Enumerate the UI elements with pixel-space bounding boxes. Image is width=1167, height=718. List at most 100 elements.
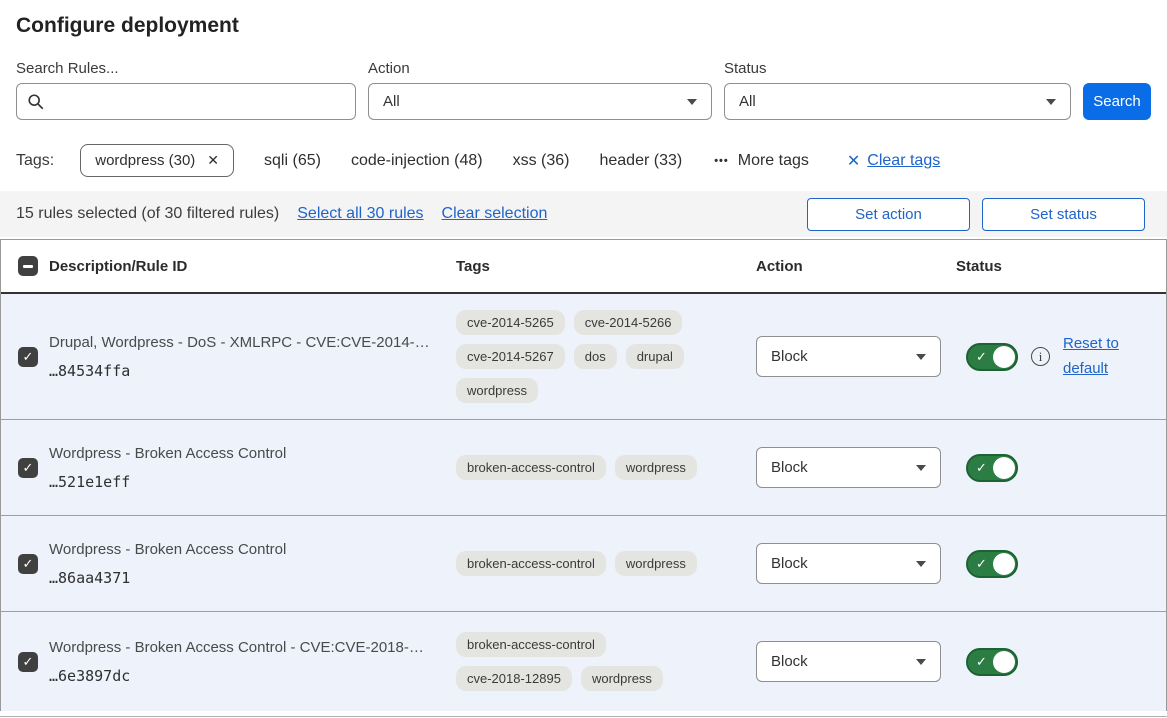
check-icon: ✓	[22, 349, 34, 364]
description-cell: Wordpress - Broken Access Control - CVE:…	[49, 639, 456, 685]
chevron-down-icon	[916, 353, 926, 360]
reset-to-default-link[interactable]: Reset to default	[1063, 334, 1119, 377]
rule-description: Wordpress - Broken Access Control	[49, 540, 287, 558]
rule-action-select[interactable]: Block	[756, 543, 941, 584]
minus-icon	[23, 264, 33, 268]
toggle-knob	[993, 650, 1015, 673]
status-cell: ✓	[956, 647, 1166, 676]
rule-action-value: Block	[771, 459, 808, 476]
description-cell: Drupal, Wordpress - DoS - XMLRPC - CVE:C…	[49, 334, 456, 380]
rule-id: …84534ffa	[49, 361, 131, 380]
action-filter-select[interactable]: All	[368, 83, 712, 120]
toggle-knob	[993, 345, 1015, 368]
tag-chip: cve-2014-5266	[573, 310, 683, 335]
clear-tags-label: Clear tags	[867, 151, 941, 169]
row-checkbox-checked[interactable]: ✓	[18, 651, 38, 672]
rule-action-select[interactable]: Block	[756, 641, 941, 682]
tag-xss[interactable]: xss (36)	[512, 151, 570, 169]
chevron-down-icon	[916, 560, 926, 567]
table-row: ✓ Wordpress - Broken Access Control …521…	[1, 419, 1166, 515]
table-row: ✓ Wordpress - Broken Access Control - CV…	[1, 611, 1166, 711]
set-action-button[interactable]: Set action	[807, 197, 970, 231]
selected-tag-wordpress[interactable]: wordpress (30) ✕	[80, 144, 235, 177]
toggle-check-icon: ✓	[976, 556, 987, 571]
select-all-checkbox-indeterminate[interactable]	[18, 256, 38, 276]
action-filter-value: All	[383, 93, 400, 110]
status-cell: ✓	[956, 549, 1166, 578]
more-tags-button[interactable]: ••• More tags	[714, 152, 809, 170]
check-icon: ✓	[22, 460, 34, 475]
clear-selection-link[interactable]: Clear selection	[441, 205, 548, 222]
description-cell: Wordpress - Broken Access Control …86aa4…	[49, 541, 456, 587]
toggle-check-icon: ✓	[976, 460, 987, 475]
tags-cell: broken-access-control wordpress	[456, 545, 708, 582]
search-button[interactable]: Search	[1083, 83, 1151, 120]
toggle-check-icon: ✓	[976, 654, 987, 669]
close-icon: ✕	[846, 152, 861, 170]
chevron-down-icon	[916, 658, 926, 665]
select-all-link[interactable]: Select all 30 rules	[297, 205, 424, 222]
search-rules-input[interactable]	[53, 93, 345, 110]
rule-description: Wordpress - Broken Access Control	[49, 444, 287, 462]
row-checkbox-checked[interactable]: ✓	[18, 457, 38, 478]
row-checkbox-checked[interactable]: ✓	[18, 346, 38, 367]
rule-enabled-toggle[interactable]: ✓	[966, 647, 1018, 676]
table-bottom-divider	[0, 716, 1167, 717]
tag-chip: broken-access-control	[456, 455, 606, 480]
table-row: ✓ Wordpress - Broken Access Control …86a…	[1, 515, 1166, 611]
status-cell: ✓	[956, 453, 1166, 482]
tag-chip: broken-access-control	[456, 632, 606, 657]
description-cell: Wordpress - Broken Access Control …521e1…	[49, 445, 456, 491]
clear-tags-button[interactable]: ✕ Clear tags	[847, 151, 940, 171]
search-rules-group: Search Rules...	[16, 60, 356, 120]
row-checkbox-checked[interactable]: ✓	[18, 553, 38, 574]
rule-description: Wordpress - Broken Access Control - CVE:…	[49, 638, 424, 656]
tags-cell: broken-access-control cve-2018-12895 wor…	[456, 626, 708, 697]
action-filter-label: Action	[368, 60, 410, 77]
tag-chip: wordpress	[614, 455, 697, 480]
check-icon: ✓	[22, 556, 34, 571]
info-icon[interactable]: i	[1031, 347, 1050, 366]
status-filter-select[interactable]: All	[724, 83, 1071, 120]
tag-header[interactable]: header (33)	[599, 151, 683, 169]
tags-cell: broken-access-control wordpress	[456, 449, 708, 486]
rule-enabled-toggle[interactable]: ✓	[966, 549, 1018, 578]
chevron-down-icon	[1046, 98, 1056, 105]
tag-chip: wordpress	[614, 551, 697, 576]
toggle-knob	[993, 456, 1015, 479]
action-cell: Block	[756, 543, 956, 584]
status-filter-group: Status All	[724, 60, 1071, 120]
tags-label: Tags:	[16, 151, 55, 169]
rule-id: …6e3897dc	[49, 666, 131, 685]
tag-chip: cve-2018-12895	[456, 666, 572, 691]
rule-action-select[interactable]: Block	[756, 336, 941, 377]
header-status: Status	[956, 257, 1002, 275]
tag-sqli[interactable]: sqli (65)	[264, 151, 321, 169]
toggle-check-icon: ✓	[976, 349, 987, 364]
set-status-button[interactable]: Set status	[982, 197, 1145, 231]
rule-id: …86aa4371	[49, 568, 131, 587]
rule-enabled-toggle[interactable]: ✓	[966, 453, 1018, 482]
chevron-down-icon	[687, 98, 697, 105]
rule-enabled-toggle[interactable]: ✓	[966, 342, 1018, 371]
check-icon: ✓	[22, 654, 34, 669]
more-tags-label: More tags	[737, 151, 809, 169]
search-icon	[27, 93, 45, 111]
remove-tag-icon[interactable]: ✕	[207, 152, 220, 168]
rule-action-value: Block	[771, 348, 808, 365]
header-description: Description/Rule ID	[49, 257, 188, 275]
rule-id: …521e1eff	[49, 472, 131, 491]
rule-action-select[interactable]: Block	[756, 447, 941, 488]
tags-cell: cve-2014-5265 cve-2014-5266 cve-2014-526…	[456, 304, 708, 409]
tag-chip: broken-access-control	[456, 551, 606, 576]
rule-description: Drupal, Wordpress - DoS - XMLRPC - CVE:C…	[49, 333, 430, 351]
filter-bar: Search Rules... Action All Status All Se…	[0, 38, 1167, 120]
tag-chip: drupal	[625, 344, 684, 369]
rules-table: Description/Rule ID Tags Action Status ✓…	[0, 239, 1167, 711]
tag-code-injection[interactable]: code-injection (48)	[350, 151, 483, 169]
search-rules-input-box[interactable]	[16, 83, 356, 120]
chevron-down-icon	[916, 464, 926, 471]
header-action: Action	[756, 257, 803, 275]
tag-chip: cve-2014-5265	[456, 310, 565, 335]
